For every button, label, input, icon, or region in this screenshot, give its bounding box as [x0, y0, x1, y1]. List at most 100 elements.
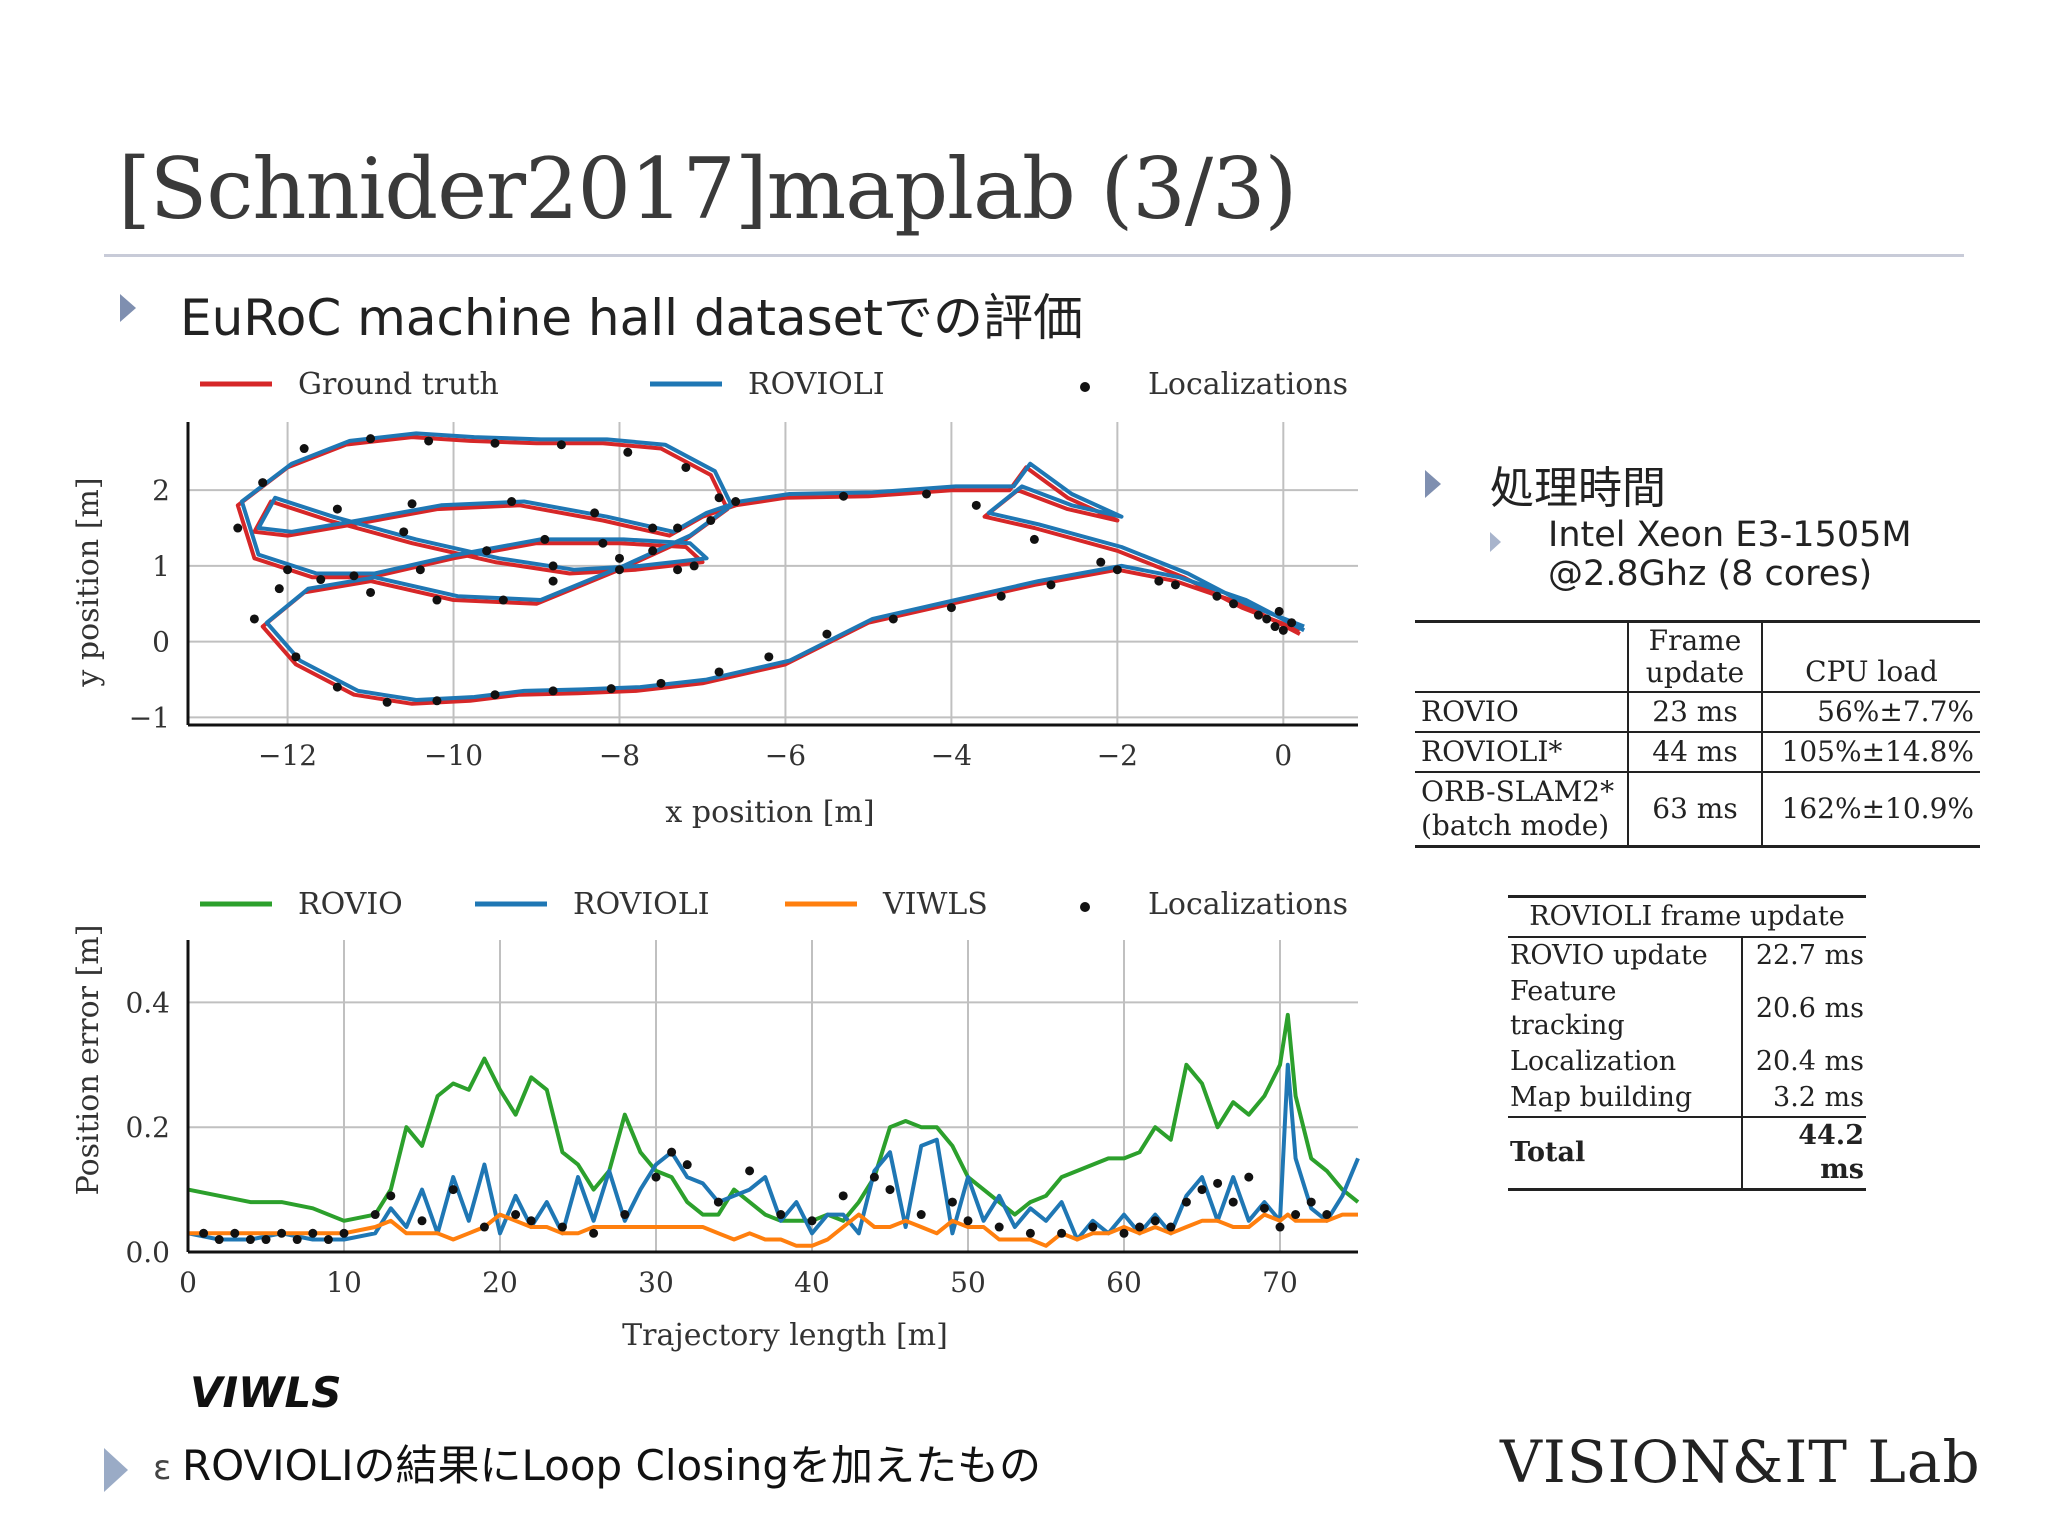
- localization-point: [1259, 1203, 1269, 1213]
- localization-point: [511, 1210, 521, 1220]
- localization-point: [682, 1160, 692, 1170]
- localization-point: [548, 561, 558, 571]
- localization-point: [673, 565, 683, 575]
- x-tick-label: 0: [1274, 739, 1292, 772]
- lab-logo: VISION&IT Lab: [1500, 1428, 1981, 1496]
- legend-rovio-label: ROVIO: [298, 887, 403, 922]
- localization-point: [623, 447, 633, 457]
- localization-point: [590, 508, 600, 518]
- localization-point: [332, 504, 342, 514]
- localization-point: [556, 440, 566, 450]
- localization-point: [233, 523, 243, 533]
- x-tick-label: 20: [482, 1266, 518, 1299]
- table-row: ROVIOLI* 44 ms 105%±14.8%: [1415, 732, 1980, 772]
- series-line-rovioli: [187, 1062, 1360, 1242]
- localization-point: [807, 1216, 817, 1226]
- localization-point: [230, 1228, 240, 1238]
- localization-point: [370, 1210, 380, 1220]
- row-name: ROVIO: [1415, 692, 1629, 732]
- localization-point: [1212, 591, 1222, 601]
- localization-point: [1278, 625, 1288, 635]
- x-tick-label: 50: [950, 1266, 986, 1299]
- localization-point: [689, 561, 699, 571]
- localization-point: [382, 697, 392, 707]
- y-tick-label: 0.2: [125, 1111, 170, 1144]
- x-tick-label: 10: [326, 1266, 362, 1299]
- x-tick-label: −8: [599, 739, 640, 772]
- localization-point: [1166, 1222, 1176, 1232]
- localization-point: [245, 1235, 255, 1245]
- localization-point: [291, 652, 301, 662]
- localization-point: [714, 667, 724, 677]
- y-tick-label: 0.0: [125, 1236, 170, 1269]
- row-frame: 63 ms: [1628, 772, 1763, 845]
- sub-bullet-triangle-icon: [1490, 532, 1501, 552]
- x-tick-label: 40: [794, 1266, 830, 1299]
- localization-point: [277, 1228, 287, 1238]
- header-frame-update-line1: Frame: [1648, 624, 1742, 657]
- localization-point: [249, 614, 259, 624]
- localization-point: [946, 603, 956, 613]
- cpu-spec-line2: @2.8Ghz (8 cores): [1548, 554, 1873, 594]
- localization-point: [1274, 606, 1284, 616]
- localization-point: [308, 1228, 318, 1238]
- breakdown-label: ROVIO update: [1508, 938, 1744, 974]
- breakdown-value: 20.4 ms: [1755, 1046, 1864, 1077]
- localization-point: [490, 438, 500, 448]
- localization-point: [1306, 1197, 1316, 1207]
- localization-point: [323, 1235, 333, 1245]
- y-axis-label: y position [m]: [71, 477, 106, 687]
- localization-point: [283, 565, 293, 575]
- localization-point: [1270, 622, 1280, 632]
- row-cpu: 105%±14.8%: [1781, 735, 1974, 768]
- rovioli-breakdown-table: ROVIOLI frame update ROVIO update 22.7 m…: [1508, 895, 1866, 1191]
- table-header-row: Frame update CPU load: [1415, 623, 1980, 692]
- localization-point: [681, 462, 691, 472]
- localization-point: [548, 686, 558, 696]
- legend-localizations-label: Localizations: [1148, 367, 1348, 402]
- header-frame-update-line2: update: [1645, 656, 1745, 689]
- table-row: ROVIO 23 ms 56%±7.7%: [1415, 692, 1980, 732]
- localization-point: [838, 1191, 848, 1201]
- legend-localizations-label: Localizations: [1148, 887, 1348, 922]
- localization-point: [1228, 1197, 1238, 1207]
- localization-point: [1170, 580, 1180, 590]
- localization-point: [1253, 610, 1263, 620]
- localization-point: [1088, 1222, 1098, 1232]
- legend-rovioli-label: ROVIOLI: [748, 367, 885, 402]
- localization-point: [996, 591, 1006, 601]
- header-cpu-load: CPU load: [1805, 655, 1938, 688]
- localization-point: [349, 571, 359, 581]
- localization-point: [498, 595, 508, 605]
- row-name: ROVIOLI*: [1415, 732, 1629, 772]
- localization-point: [606, 684, 616, 694]
- localization-point: [706, 515, 716, 525]
- bullet-triangle-icon: [104, 1448, 128, 1492]
- localization-point: [386, 1191, 396, 1201]
- localization-point: [994, 1222, 1004, 1232]
- localization-point: [731, 497, 741, 507]
- localization-point: [713, 1197, 723, 1207]
- row-cpu: 162%±10.9%: [1781, 792, 1974, 825]
- localization-point: [316, 575, 326, 585]
- y-tick-label: 0: [152, 626, 170, 659]
- x-axis-label: x position [m]: [665, 795, 874, 830]
- localization-point: [1322, 1210, 1332, 1220]
- bottom-bullet-prefix: ε: [153, 1448, 172, 1488]
- localization-point: [869, 1172, 879, 1182]
- localization-point: [1057, 1228, 1067, 1238]
- localization-point: [885, 1185, 895, 1195]
- x-tick-label: −6: [765, 739, 806, 772]
- localization-point: [656, 678, 666, 688]
- breakdown-total-label: Total: [1508, 1117, 1744, 1188]
- localization-point: [1275, 1222, 1285, 1232]
- localization-point: [947, 1197, 957, 1207]
- localization-point: [1096, 557, 1106, 567]
- x-axis-label: Trajectory length [m]: [622, 1318, 948, 1353]
- localization-point: [366, 434, 376, 444]
- localization-point: [916, 1210, 926, 1220]
- table-row: ROVIO update 22.7 ms: [1508, 938, 1866, 974]
- localization-point: [963, 1216, 973, 1226]
- table-row: ORB-SLAM2* (batch mode) 63 ms 162%±10.9%: [1415, 772, 1980, 845]
- localization-point: [745, 1166, 755, 1176]
